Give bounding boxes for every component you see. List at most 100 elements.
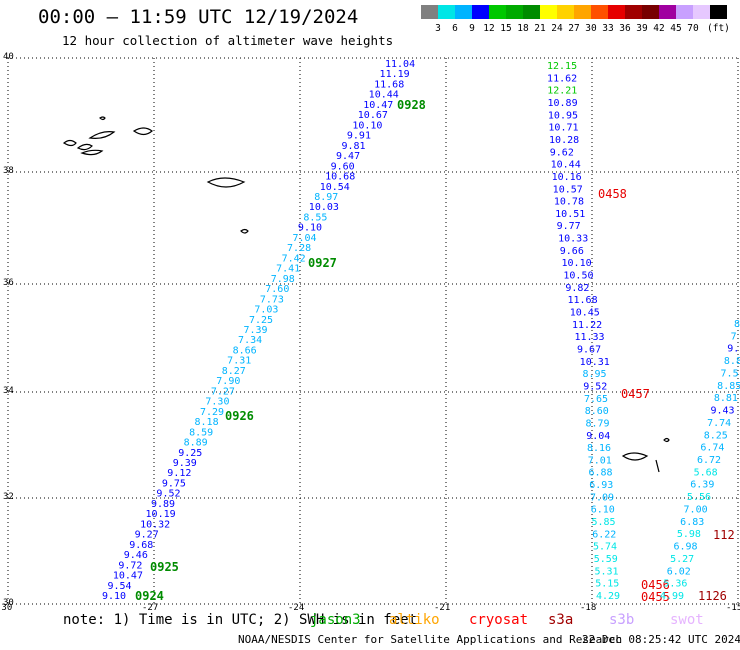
satellite-legend-swot: swot — [670, 612, 704, 628]
track-time-label: 0924 — [135, 589, 164, 603]
satellite-legend-s3b: s3b — [609, 612, 635, 628]
track-value: 8.25 — [704, 430, 728, 441]
track-value: 6.02 — [667, 566, 691, 577]
page-title: 00:00 – 11:59 UTC 12/19/2024 — [38, 6, 359, 28]
track-value: 7.04 — [292, 233, 316, 244]
track-value: 8.27 — [222, 366, 246, 377]
track-value: 9.81 — [341, 141, 365, 152]
track-value: 7.42 — [282, 253, 306, 264]
track-value: 12.21 — [547, 86, 577, 97]
island — [206, 177, 246, 188]
track-value: 10.45 — [570, 308, 600, 319]
colorbar-label: 30 — [585, 23, 597, 34]
track-value: 5.56 — [687, 492, 711, 503]
track-value: 10.51 — [555, 209, 585, 220]
colorbar-label: 42 — [653, 23, 665, 34]
track-value: 9. — [727, 344, 739, 355]
track-value: 7.41 — [276, 264, 300, 275]
colorbar-swatch — [608, 5, 625, 19]
track-value: 7 — [731, 331, 737, 342]
track-time-label: 0928 — [397, 98, 426, 112]
track-value: 8.81 — [714, 393, 738, 404]
colorbar-swatch — [506, 5, 523, 19]
credit-line: NOAA/NESDIS Center for Satellite Applica… — [238, 633, 623, 646]
track-time-label: 0455 — [641, 590, 670, 604]
colorbar-swatch — [710, 5, 727, 19]
longitude-label: -24 — [288, 603, 305, 613]
track-value: 10.54 — [320, 182, 350, 193]
track-value: 9.72 — [118, 560, 142, 571]
track-time-label: 1126 — [698, 589, 727, 603]
track-value: 9.54 — [107, 581, 131, 592]
track-value: 10.33 — [558, 234, 588, 245]
track-value: 6.93 — [589, 480, 613, 491]
track-value: 10.10 — [352, 120, 382, 131]
track-value: 5.31 — [594, 566, 618, 577]
track-value: 10.47 — [363, 100, 393, 111]
track-value: 9.75 — [162, 478, 186, 489]
track-value: 6.39 — [690, 480, 714, 491]
latitude-label: 40 — [3, 52, 14, 62]
track-value: 11.19 — [380, 69, 410, 80]
track-value: 10.71 — [548, 123, 578, 134]
colorbar-swatch — [438, 5, 455, 19]
track-value: 8.18 — [195, 417, 219, 428]
longitude-label: -15 — [726, 603, 740, 613]
track-value: 10.44 — [369, 90, 399, 101]
track-value: 9.82 — [565, 283, 589, 294]
longitude-label: -30 — [0, 603, 13, 613]
colorbar-swatch — [693, 5, 710, 19]
colorbar-label: 6 — [452, 23, 458, 34]
track-value: 8.66 — [233, 345, 257, 356]
island — [621, 452, 649, 461]
track-value: 9.46 — [124, 550, 148, 561]
track-time-label: 0925 — [150, 560, 179, 574]
track-value: 11.33 — [574, 332, 604, 343]
track-value: 7.73 — [260, 294, 284, 305]
colorbar-swatch — [642, 5, 659, 19]
track-value: 8.60 — [585, 406, 609, 417]
colorbar-label: 27 — [568, 23, 580, 34]
track-value: 8.85 — [717, 381, 740, 392]
track-value: 8.97 — [314, 192, 338, 203]
colorbar-label: 36 — [619, 23, 631, 34]
track-value: 10.31 — [580, 357, 610, 368]
colorbar-swatch — [659, 5, 676, 19]
track-value: 8.8 — [724, 356, 740, 367]
satellite-legend-altiko: altiko — [389, 612, 440, 628]
longitude-label: -21 — [434, 603, 451, 613]
track-value: 11.68 — [374, 79, 404, 90]
track-value: 9.77 — [557, 221, 581, 232]
track-value: 10.03 — [309, 202, 339, 213]
track-value: 6.72 — [697, 455, 721, 466]
track-value: 9.66 — [560, 246, 584, 257]
colorbar-swatch — [540, 5, 557, 19]
track-0924-0928: 9.109.5410.479.729.469.689.2710.3210.199… — [102, 59, 426, 603]
track-value: 11.62 — [547, 73, 577, 84]
track-value: 9.25 — [178, 448, 202, 459]
track-value: 10.19 — [146, 509, 176, 520]
track-value: 8.16 — [587, 443, 611, 454]
island — [655, 459, 660, 473]
colorbar-label: 15 — [500, 23, 512, 34]
colorbar-swatch — [676, 5, 693, 19]
track-value: 7.98 — [271, 274, 295, 285]
island — [88, 131, 116, 139]
track-value: 9.60 — [331, 161, 355, 172]
track-value: 10.89 — [548, 98, 578, 109]
track-value: 7.00 — [684, 504, 708, 515]
island — [62, 139, 77, 147]
track-value: 9.62 — [550, 147, 574, 158]
lat-lon-grid — [7, 57, 740, 605]
colorbar-swatch — [574, 5, 591, 19]
track-value: 8.79 — [585, 418, 609, 429]
colorbar-label: 39 — [636, 23, 648, 34]
colorbar-label: 3 — [435, 23, 441, 34]
track-value: 4.29 — [596, 591, 620, 602]
track-value: 6.98 — [673, 542, 697, 553]
track-value: 9.89 — [151, 499, 175, 510]
generated-timestamp: 22 Dec 08:25:42 UTC 2024 — [582, 633, 740, 646]
track-value: 7.5 — [721, 368, 739, 379]
